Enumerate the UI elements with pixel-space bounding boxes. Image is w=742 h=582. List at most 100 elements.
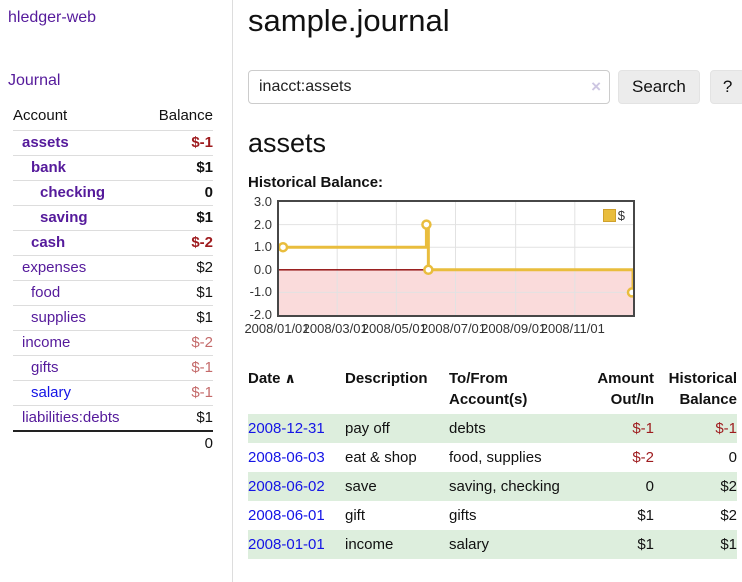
account-row: liabilities:debts $1: [13, 405, 213, 431]
x-axis-label: 2008/05/01: [361, 321, 427, 336]
transaction-date-link[interactable]: 2008-06-01: [248, 507, 325, 524]
main-content: sample.journal × Search ? assets Histori…: [244, 0, 742, 559]
account-balance: 0: [145, 180, 213, 206]
account-balance: $-1: [145, 380, 213, 406]
sidebar-item-journal[interactable]: Journal: [8, 72, 61, 89]
transaction-accounts: gifts: [449, 507, 477, 524]
sidebar: hledger-web Journal Account Balance asse…: [0, 0, 233, 582]
transaction-accounts: salary: [449, 530, 584, 559]
balance-chart: $ 3.0 2.0 1.0 0.0 -1.0 -2.0 2008/01/01 2008/03…: [244, 194, 737, 340]
account-link-expenses[interactable]: expenses: [22, 259, 87, 276]
y-axis-label: 3.0: [253, 194, 272, 209]
transaction-amount: $1: [637, 507, 654, 524]
account-link-checking[interactable]: checking: [40, 184, 106, 201]
transaction-balance: 0: [728, 449, 737, 466]
transaction-date-link[interactable]: 2008-12-31: [248, 420, 325, 437]
transaction-date-link[interactable]: 2008-06-03: [248, 449, 325, 466]
transaction-balance: $2: [720, 507, 737, 524]
accounts-total-row: 0: [13, 430, 213, 456]
transaction-description: save: [345, 472, 449, 501]
account-balance: $1: [145, 155, 213, 181]
chart-title: Historical Balance:: [248, 174, 384, 191]
register-row: 2008-01-01 income salary $1 $1: [248, 530, 737, 559]
search-input[interactable]: [248, 70, 610, 104]
y-axis-label: 2.0: [253, 216, 272, 232]
column-header-accounts: To/From Account(s): [449, 370, 528, 408]
x-axis-label: 2008/11/01: [540, 321, 605, 336]
account-row: checking 0: [13, 180, 213, 206]
legend-swatch-icon: [602, 209, 616, 222]
transaction-date-link[interactable]: 2008-01-01: [248, 536, 325, 553]
account-balance: $2: [145, 255, 213, 281]
search-button[interactable]: Search: [618, 70, 700, 104]
account-balance: $-1: [145, 130, 213, 156]
transaction-date-link[interactable]: 2008-06-02: [248, 478, 325, 495]
clear-search-icon[interactable]: ×: [591, 77, 601, 96]
help-button[interactable]: ?: [709, 70, 742, 104]
account-balance: $1: [145, 305, 213, 331]
transaction-description: pay off: [345, 414, 449, 443]
transaction-accounts: debts: [449, 414, 584, 443]
accounts-table: Account Balance assets $-1 bank $1 check…: [13, 104, 213, 456]
account-balance: $1: [145, 205, 213, 231]
account-row: saving $1: [13, 205, 213, 231]
account-link-food[interactable]: food: [31, 284, 61, 301]
y-axis-label: -1.0: [249, 284, 272, 300]
transaction-balance: $1: [654, 530, 737, 559]
column-header-description: Description: [345, 370, 428, 387]
x-axis-label: 2008/09/01: [481, 321, 547, 336]
transaction-description: gift: [345, 507, 366, 524]
account-heading: assets: [248, 128, 327, 158]
account-link-assets[interactable]: assets: [22, 134, 69, 151]
column-header-balance: Historical Balance: [668, 370, 737, 408]
account-balance: $-2: [145, 330, 213, 356]
account-link-salary[interactable]: salary: [31, 384, 72, 401]
chart-legend: $: [600, 207, 627, 224]
y-axis-label: 0.0: [253, 261, 272, 277]
register-header-row: Date ∧ Description To/From Account(s) Amo…: [248, 364, 737, 414]
x-axis-label: 2008/03/01: [302, 321, 368, 336]
account-link-bank[interactable]: bank: [31, 159, 67, 176]
account-row: cash $-2: [13, 230, 213, 256]
account-link-liabilities-debts[interactable]: liabilities:debts: [22, 409, 120, 426]
transaction-balance: $2: [654, 472, 737, 501]
account-balance: $1: [145, 280, 213, 306]
register-row: 2008-06-02 save saving, checking 0 $2: [248, 472, 737, 501]
account-row: gifts $-1: [13, 355, 213, 381]
account-row: expenses $2: [13, 255, 213, 281]
register-row: 2008-06-03 eat & shop food, supplies $-2…: [248, 443, 737, 472]
transaction-amount: $-2: [632, 449, 654, 466]
y-axis-label: -2.0: [249, 307, 272, 322]
account-row: supplies $1: [13, 305, 213, 331]
transaction-amount: $1: [584, 530, 654, 559]
column-header-date[interactable]: Date ∧: [248, 370, 296, 387]
sort-asc-icon: ∧: [284, 370, 296, 386]
x-axis-label: 2008/07/01: [420, 321, 487, 336]
account-link-saving[interactable]: saving: [40, 209, 88, 226]
transaction-amount: 0: [584, 472, 654, 501]
transaction-description: eat & shop: [345, 449, 417, 466]
account-row: food $1: [13, 280, 213, 306]
account-balance: $-2: [145, 230, 213, 256]
page-title: sample.journal: [248, 3, 450, 38]
register-table: Date ∧ Description To/From Account(s) Amo…: [248, 364, 737, 559]
x-axis-label: 2008/01/01: [244, 321, 310, 336]
account-row: assets $-1: [13, 130, 213, 156]
transaction-balance: $-1: [654, 414, 737, 443]
account-link-gifts[interactable]: gifts: [31, 359, 59, 376]
account-balance: $1: [145, 405, 213, 431]
column-header-amount: Amount Out/In: [597, 370, 654, 408]
accounts-total: 0: [145, 430, 213, 456]
account-row: bank $1: [13, 155, 213, 181]
account-link-cash[interactable]: cash: [31, 234, 66, 251]
transaction-description: income: [345, 530, 449, 559]
account-link-supplies[interactable]: supplies: [31, 309, 87, 326]
account-balance: $-1: [145, 355, 213, 381]
account-link-income[interactable]: income: [22, 334, 71, 351]
accounts-header-account: Account: [13, 107, 68, 124]
app-title-link[interactable]: hledger-web: [8, 9, 97, 26]
y-axis-label: 1.0: [253, 239, 272, 255]
account-row: salary $-1: [13, 380, 213, 406]
legend-label: $: [617, 208, 625, 223]
transaction-amount: $-1: [584, 414, 654, 443]
